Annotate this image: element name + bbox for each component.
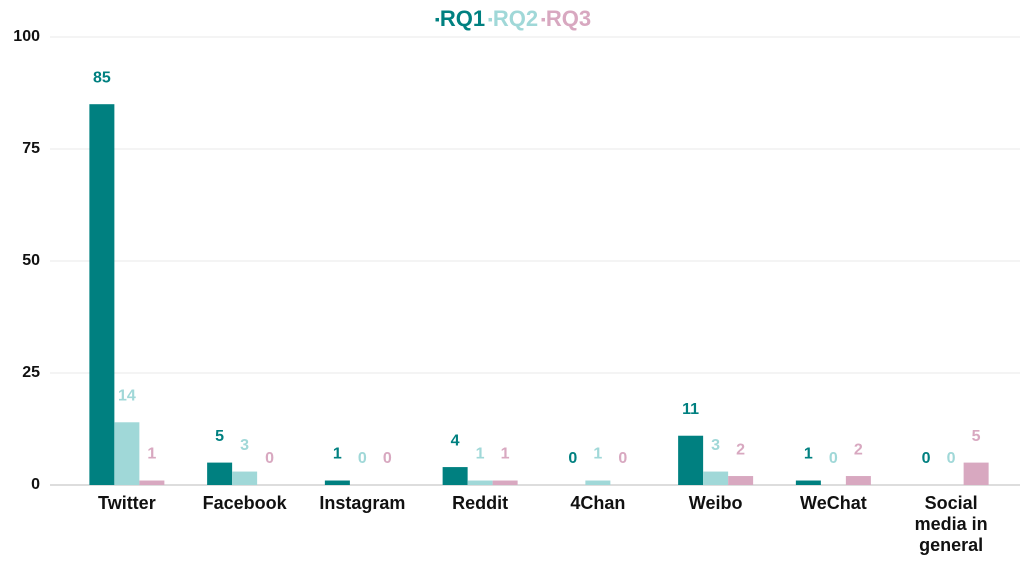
value-label: 11 <box>682 401 699 418</box>
value-label: 3 <box>711 437 720 454</box>
value-label: 0 <box>383 450 392 467</box>
value-label: 1 <box>333 446 342 463</box>
value-label: 0 <box>829 450 838 467</box>
x-tick-label-box: WeChat <box>800 493 867 513</box>
bar <box>139 480 165 485</box>
bar <box>795 480 821 485</box>
x-tick-label-box: Weibo <box>688 493 743 513</box>
bar <box>845 476 871 485</box>
value-label: 0 <box>922 450 931 467</box>
x-tick-label: WeChat <box>800 493 867 513</box>
value-label: 85 <box>93 69 111 86</box>
bar <box>703 471 729 485</box>
value-label: 0 <box>618 450 627 467</box>
value-label: 0 <box>568 450 577 467</box>
x-tick-label: Social media in general <box>914 493 988 555</box>
bar <box>492 480 518 485</box>
x-tick-label: Facebook <box>202 493 287 513</box>
bar <box>207 462 233 485</box>
value-label: 1 <box>804 446 813 463</box>
y-tick-label: 75 <box>22 140 40 157</box>
y-tick-label: 100 <box>13 28 40 45</box>
bar <box>467 480 493 485</box>
legend: ▪RQ1 ▪RQ2 ▪RQ3 <box>435 6 591 31</box>
bar <box>585 480 611 485</box>
legend-swatch: ▪ <box>435 11 440 27</box>
value-label: 5 <box>972 428 981 445</box>
x-tick-label: Weibo <box>688 493 743 513</box>
bar <box>678 435 704 485</box>
y-tick-label: 0 <box>31 476 40 493</box>
legend-swatch: ▪ <box>538 11 546 27</box>
value-label: 0 <box>265 450 274 467</box>
x-tick-label: Twitter <box>98 493 156 513</box>
value-label: 0 <box>947 450 956 467</box>
x-tick-label-box: Social media in general <box>914 493 988 555</box>
value-label: 5 <box>215 428 224 445</box>
value-label: 1 <box>147 446 156 463</box>
value-label: 4 <box>451 432 460 449</box>
bar <box>728 476 754 485</box>
bar <box>232 471 258 485</box>
legend-label: RQ3 <box>546 6 591 31</box>
value-label: 2 <box>736 441 745 458</box>
value-label: 3 <box>240 437 249 454</box>
bar <box>114 422 140 485</box>
x-tick-label-box: Reddit <box>452 493 509 513</box>
value-label: 1 <box>593 446 602 463</box>
x-tick-label-box: Twitter <box>98 493 156 513</box>
bar <box>89 104 115 485</box>
bar <box>442 467 468 485</box>
x-tick-label: 4Chan <box>570 493 626 513</box>
x-tick-label-box: Instagram <box>319 493 406 513</box>
x-tick-label: Reddit <box>452 493 509 513</box>
value-label: 14 <box>118 387 136 404</box>
legend-swatch: ▪ <box>485 11 493 27</box>
x-tick-label-box: Facebook <box>202 493 287 513</box>
x-tick-label-box: 4Chan <box>570 493 626 513</box>
value-label: 2 <box>854 441 863 458</box>
bar <box>324 480 350 485</box>
legend-label: RQ1 <box>440 6 485 31</box>
value-label: 1 <box>476 446 485 463</box>
y-tick-label: 25 <box>22 364 40 381</box>
legend-label: RQ2 <box>493 6 538 31</box>
y-tick-label: 50 <box>22 252 40 269</box>
value-label: 0 <box>358 450 367 467</box>
value-label: 1 <box>501 446 510 463</box>
x-tick-label: Instagram <box>319 493 406 513</box>
bar <box>963 462 989 485</box>
